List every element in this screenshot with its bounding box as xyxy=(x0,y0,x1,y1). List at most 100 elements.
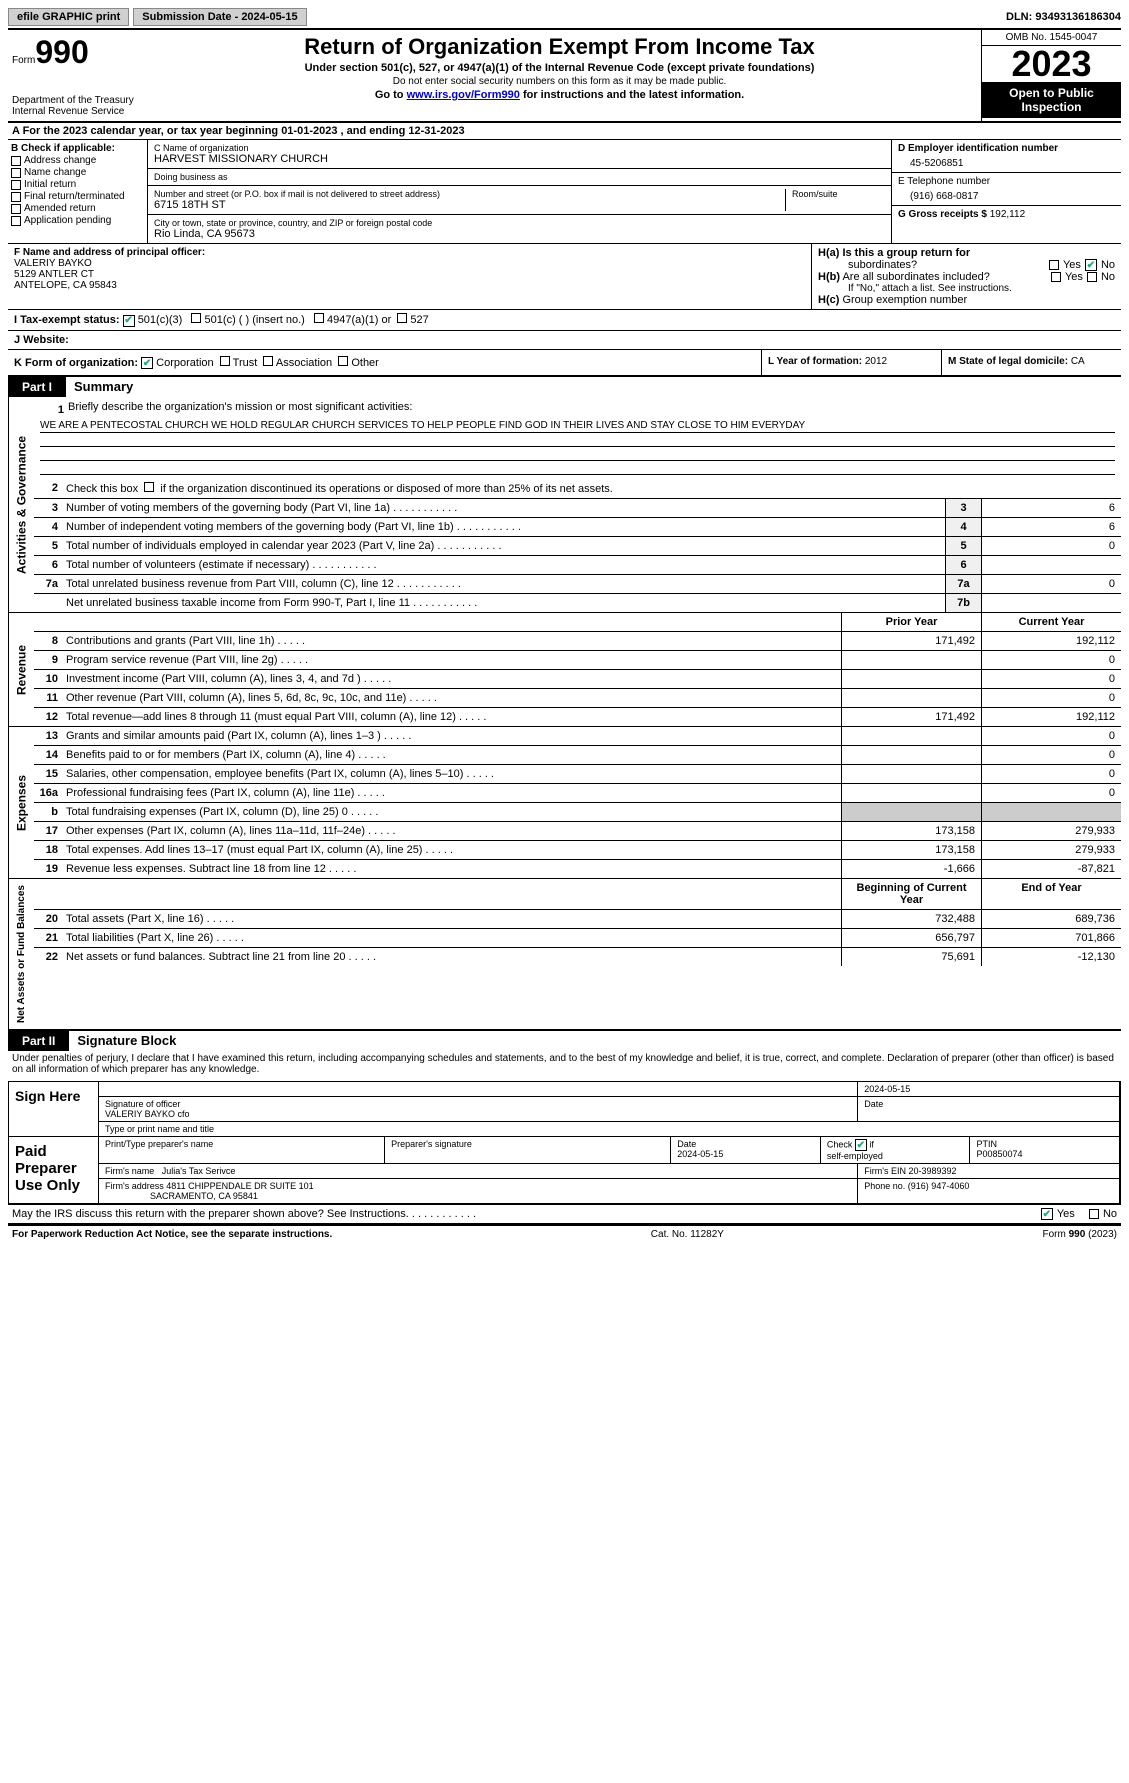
current-val: 0 xyxy=(981,765,1121,783)
part1-expenses: Expenses 13Grants and similar amounts pa… xyxy=(8,727,1121,879)
current-val: 279,933 xyxy=(981,822,1121,840)
firm-addr2: SACRAMENTO, CA 95841 xyxy=(150,1191,258,1201)
prep-date: 2024-05-15 xyxy=(677,1149,723,1159)
line-val xyxy=(981,556,1121,574)
current-val: 0 xyxy=(981,784,1121,802)
box-d: D Employer identification number 45-5206… xyxy=(891,140,1121,243)
chk-pending[interactable] xyxy=(11,216,21,226)
section-bcd: B Check if applicable: Address change Na… xyxy=(8,140,1121,244)
paid-preparer-lbl: Paid Preparer Use Only xyxy=(9,1137,99,1203)
form-subtitle1: Under section 501(c), 527, or 4947(a)(1)… xyxy=(144,62,975,74)
part1-revenue: Revenue Prior YearCurrent Year 8Contribu… xyxy=(8,613,1121,727)
gross-lbl: G Gross receipts $ xyxy=(898,209,987,220)
line2: Check this box if the organization disco… xyxy=(62,479,1121,498)
phone-lbl: E Telephone number xyxy=(898,176,1115,187)
ein-lbl: D Employer identification number xyxy=(898,143,1115,154)
current-val: 192,112 xyxy=(981,708,1121,726)
signature-block: Sign Here 2024-05-15 Signature of office… xyxy=(8,1081,1121,1205)
line-box: 4 xyxy=(945,518,981,536)
hb-note: If "No," attach a list. See instructions… xyxy=(818,283,1115,294)
chk-501c3[interactable]: ✔ xyxy=(123,315,135,327)
phone-val: (916) 668-0817 xyxy=(898,187,1115,202)
org-name: HARVEST MISSIONARY CHURCH xyxy=(154,153,885,165)
discuss-no[interactable] xyxy=(1089,1209,1099,1219)
irs-link[interactable]: www.irs.gov/Form990 xyxy=(407,89,520,101)
hb-no[interactable] xyxy=(1087,272,1097,282)
current-val: 0 xyxy=(981,689,1121,707)
current-val: -12,130 xyxy=(981,948,1121,966)
chk-4947[interactable] xyxy=(314,313,324,323)
prior-val: 171,492 xyxy=(841,708,981,726)
line-text: Benefits paid to or for members (Part IX… xyxy=(62,746,841,764)
ptin: P00850074 xyxy=(976,1149,1022,1159)
city-val: Rio Linda, CA 95673 xyxy=(154,228,885,240)
part1-header: Part ISummary xyxy=(8,377,1121,397)
col-current: Current Year xyxy=(981,613,1121,631)
chk-name[interactable] xyxy=(11,168,21,178)
vlabel-expenses: Expenses xyxy=(8,727,34,878)
line-text: Investment income (Part VIII, column (A)… xyxy=(62,670,841,688)
line-text: Revenue less expenses. Subtract line 18 … xyxy=(62,860,841,878)
line-text: Total expenses. Add lines 13–17 (must eq… xyxy=(62,841,841,859)
sign-here-lbl: Sign Here xyxy=(9,1082,99,1136)
line-box: 7a xyxy=(945,575,981,593)
discuss-yes[interactable]: ✔ xyxy=(1041,1208,1053,1220)
hc-lbl: H(c) Group exemption number xyxy=(818,294,1115,306)
officer-name: VALERIY BAYKO xyxy=(14,258,805,269)
part1-governance: Activities & Governance 1Briefly describ… xyxy=(8,397,1121,613)
line-text: Salaries, other compensation, employee b… xyxy=(62,765,841,783)
chk-corp[interactable]: ✔ xyxy=(141,357,153,369)
line-box: 3 xyxy=(945,499,981,517)
state-domicile: CA xyxy=(1071,356,1085,367)
current-val: 0 xyxy=(981,670,1121,688)
mission-text: WE ARE A PENTECOSTAL CHURCH WE HOLD REGU… xyxy=(40,419,1115,433)
chk-527[interactable] xyxy=(397,313,407,323)
vlabel-governance: Activities & Governance xyxy=(8,397,34,612)
firm-addr1: 4811 CHIPPENDALE DR SUITE 101 xyxy=(166,1181,313,1191)
line-text: Total liabilities (Part X, line 26) xyxy=(62,929,841,947)
chk-discontinued[interactable] xyxy=(144,482,154,492)
row-klm: K Form of organization: ✔ Corporation Tr… xyxy=(8,350,1121,378)
chk-501c[interactable] xyxy=(191,313,201,323)
chk-other[interactable] xyxy=(338,356,348,366)
prior-val xyxy=(841,689,981,707)
line-text: Total number of individuals employed in … xyxy=(62,537,945,555)
form-subtitle2: Do not enter social security numbers on … xyxy=(144,76,975,87)
efile-btn[interactable]: efile GRAPHIC print xyxy=(8,8,129,26)
line-text: Total fundraising expenses (Part IX, col… xyxy=(62,803,841,821)
officer-addr2: ANTELOPE, CA 95843 xyxy=(14,280,805,291)
row-a-period: A For the 2023 calendar year, or tax yea… xyxy=(8,123,1121,140)
year-formation: 2012 xyxy=(865,356,887,367)
col-prior: Prior Year xyxy=(841,613,981,631)
line-text: Other revenue (Part VIII, column (A), li… xyxy=(62,689,841,707)
chk-assoc[interactable] xyxy=(263,356,273,366)
chk-trust[interactable] xyxy=(220,356,230,366)
prior-val xyxy=(841,765,981,783)
chk-final[interactable] xyxy=(11,192,21,202)
current-val: 701,866 xyxy=(981,929,1121,947)
addr-val: 6715 18TH ST xyxy=(154,199,785,211)
hb-yes[interactable] xyxy=(1051,272,1061,282)
addr-lbl: Number and street (or P.O. box if mail i… xyxy=(154,189,785,199)
current-val: 279,933 xyxy=(981,841,1121,859)
submission-btn[interactable]: Submission Date - 2024-05-15 xyxy=(133,8,306,26)
ha-no[interactable]: ✔ xyxy=(1085,259,1097,271)
ha-yes[interactable] xyxy=(1049,260,1059,270)
line-text: Program service revenue (Part VIII, line… xyxy=(62,651,841,669)
chk-selfemp[interactable]: ✔ xyxy=(855,1139,867,1151)
chk-address[interactable] xyxy=(11,156,21,166)
row-fh: F Name and address of principal officer:… xyxy=(8,244,1121,310)
row-j: J Website: xyxy=(8,331,1121,350)
line-val: 0 xyxy=(981,575,1121,593)
prior-val xyxy=(841,746,981,764)
sig-date1: 2024-05-15 xyxy=(858,1082,1120,1096)
footer-mid: Cat. No. 11282Y xyxy=(651,1229,724,1240)
line-box: 7b xyxy=(945,594,981,612)
prior-val xyxy=(841,727,981,745)
chk-amended[interactable] xyxy=(11,204,21,214)
line-text: Other expenses (Part IX, column (A), lin… xyxy=(62,822,841,840)
prior-val xyxy=(841,784,981,802)
chk-initial[interactable] xyxy=(11,180,21,190)
dept-treasury: Department of the Treasury xyxy=(12,95,134,106)
form-header: Form990 Department of the Treasury Inter… xyxy=(8,30,1121,123)
